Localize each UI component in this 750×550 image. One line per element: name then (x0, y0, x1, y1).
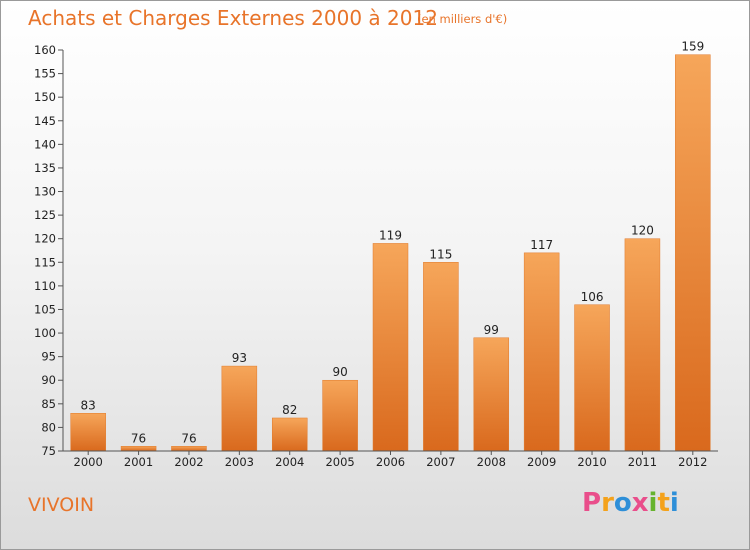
bar-value-label: 83 (81, 398, 96, 412)
bar-2006 (372, 243, 409, 452)
bar-value-label: 82 (282, 403, 297, 417)
x-tick-label: 2004 (275, 455, 304, 469)
y-tick-label: 75 (41, 444, 56, 458)
x-axis: 2000 2001 2002 2003 2004 2005 2006 2007 2008 2009… (63, 450, 718, 469)
bar-value-label: 115 (429, 247, 452, 261)
bar-2001 (120, 446, 157, 452)
y-tick-label: 95 (41, 350, 56, 364)
y-tick-label: 125 (34, 208, 56, 222)
bar-value-label: 106 (581, 290, 604, 304)
y-tick-label: 90 (41, 373, 56, 387)
bar-value-label: 117 (530, 238, 553, 252)
y-tick-label: 120 (34, 232, 56, 246)
commune-name: VIVOIN (28, 494, 95, 516)
bar-2004 (271, 417, 308, 452)
bar-2009 (523, 252, 560, 452)
bar-value-label: 76 (181, 431, 196, 445)
bar-value-label: 120 (631, 224, 654, 238)
bars-group: 83 76 76 93 82 90 119 115 99 117 106 120 159 (70, 40, 711, 452)
y-tick-label: 135 (34, 161, 56, 175)
bar-2008 (473, 337, 510, 452)
bar-value-label: 119 (379, 228, 402, 242)
bar-2002 (171, 446, 207, 452)
x-tick-label: 2008 (477, 455, 506, 469)
y-tick-label: 150 (34, 90, 56, 104)
y-tick-label: 110 (34, 279, 56, 293)
x-tick-label: 2005 (325, 455, 354, 469)
y-tick-label: 100 (34, 326, 56, 340)
y-tick-label: 155 (34, 67, 56, 81)
y-tick-label: 115 (34, 255, 56, 269)
logo-letter: x (631, 488, 649, 518)
x-tick-label: 2002 (174, 455, 203, 469)
y-tick-label: 140 (34, 137, 56, 151)
bar-2011 (624, 238, 661, 452)
bar-value-label: 90 (332, 365, 347, 379)
logo-letter: o (613, 488, 632, 518)
bar-2003 (221, 365, 258, 452)
bar-value-label: 99 (484, 323, 499, 337)
y-tick-label: 160 (34, 43, 56, 57)
bar-2007 (423, 262, 459, 452)
logo-letter: P (582, 488, 602, 518)
logo-letter: t (657, 488, 670, 518)
x-tick-label: 2003 (225, 455, 254, 469)
y-axis: 75 80 85 90 95 100 105 110 115 120 125 130 135 140 145… (34, 43, 64, 458)
x-tick-label: 2010 (577, 455, 606, 469)
x-tick-label: 2007 (426, 455, 455, 469)
bar-value-label: 159 (681, 40, 704, 54)
proxiti-logo: Proxiti (582, 488, 679, 518)
x-tick-label: 2006 (376, 455, 405, 469)
x-tick-label: 2009 (527, 455, 556, 469)
y-tick-label: 80 (41, 420, 56, 434)
logo-letter: i (669, 488, 679, 518)
bar-2005 (322, 379, 358, 452)
x-tick-label: 2011 (628, 455, 657, 469)
y-tick-label: 130 (34, 185, 56, 199)
y-tick-label: 105 (34, 302, 56, 316)
bar-2012 (675, 54, 711, 452)
x-tick-label: 2012 (678, 455, 707, 469)
bar-value-label: 76 (131, 431, 146, 445)
x-tick-label: 2001 (124, 455, 153, 469)
bar-2010 (574, 304, 610, 452)
chart-subtitle: (en milliers d'€) (417, 12, 508, 26)
y-tick-label: 85 (41, 397, 56, 411)
y-tick-label: 145 (34, 114, 56, 128)
bar-2000 (70, 413, 106, 452)
logo-letter: r (601, 488, 614, 518)
logo-letter: i (648, 488, 658, 518)
bar-value-label: 93 (232, 351, 247, 365)
chart-title: Achats et Charges Externes 2000 à 2012 (28, 6, 438, 30)
x-tick-label: 2000 (74, 455, 103, 469)
